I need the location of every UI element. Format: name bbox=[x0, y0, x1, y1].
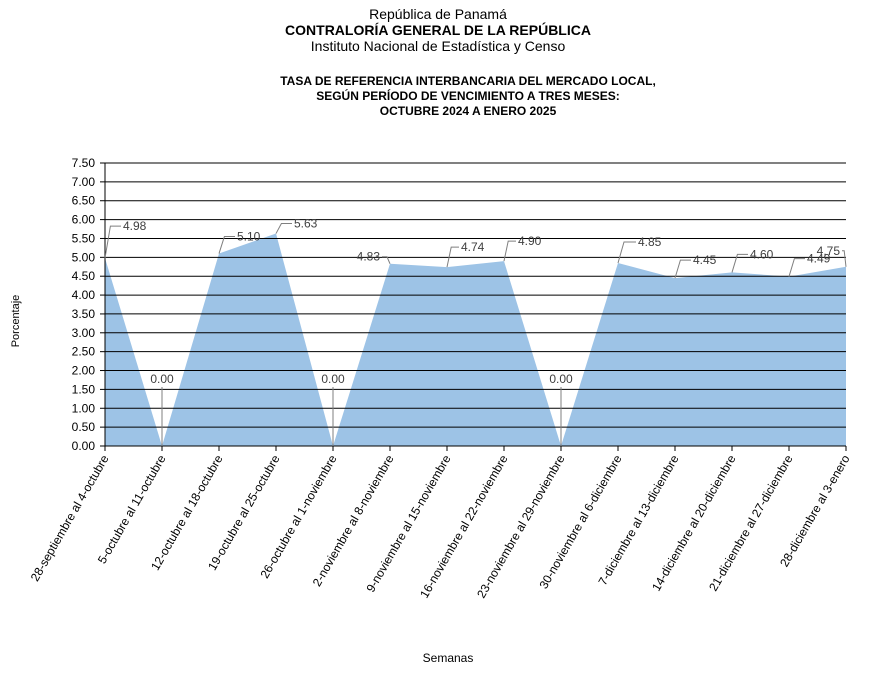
y-tick-label: 2.50 bbox=[72, 345, 96, 359]
y-tick-label: 2.00 bbox=[72, 364, 96, 378]
chart-title-line-1: TASA DE REFERENCIA INTERBANCARIA DEL MER… bbox=[280, 74, 656, 88]
data-label: 5.10 bbox=[237, 230, 261, 244]
data-label-leader bbox=[842, 250, 847, 267]
y-tick-label: 7.50 bbox=[72, 156, 96, 170]
header-institution: CONTRALORÍA GENERAL DE LA REPÚBLICA bbox=[285, 22, 591, 38]
data-label: 4.49 bbox=[807, 252, 831, 266]
data-label: 4.83 bbox=[357, 250, 381, 264]
x-axis-title: Semanas bbox=[422, 651, 474, 665]
y-tick-label: 5.00 bbox=[72, 250, 96, 264]
data-label: 4.45 bbox=[693, 253, 717, 267]
data-label: 0.00 bbox=[549, 372, 573, 386]
data-label: 0.00 bbox=[321, 372, 345, 386]
y-tick-label: 0.00 bbox=[72, 439, 96, 453]
header-institute: Instituto Nacional de Estadística y Cens… bbox=[310, 38, 566, 54]
data-label-leader bbox=[617, 241, 636, 264]
y-axis-title: Porcentaje bbox=[10, 294, 22, 348]
data-label-leader bbox=[218, 236, 235, 254]
header-country: República de Panamá bbox=[369, 6, 507, 22]
x-tick-label: 28-septiembre al 4-octubre bbox=[28, 452, 112, 583]
data-label-leader bbox=[446, 246, 459, 268]
y-tick-label: 4.00 bbox=[72, 288, 96, 302]
data-label: 4.90 bbox=[518, 234, 542, 248]
data-label-leader bbox=[382, 256, 391, 264]
chart-title-line-2: SEGÚN PERÍODO DE VENCIMIENTO A TRES MESE… bbox=[316, 89, 620, 103]
data-label-leader bbox=[731, 253, 748, 273]
y-tick-label: 6.00 bbox=[72, 213, 96, 227]
data-label-leader bbox=[275, 223, 292, 234]
data-label: 0.00 bbox=[150, 372, 174, 386]
chart-title-line-3: OCTUBRE 2024 A ENERO 2025 bbox=[379, 104, 557, 118]
y-tick-label: 3.00 bbox=[72, 326, 96, 340]
data-label: 4.98 bbox=[123, 219, 147, 233]
data-label-leader bbox=[674, 259, 691, 279]
area-series bbox=[105, 233, 846, 446]
data-label: 5.63 bbox=[294, 217, 318, 231]
data-label-leader bbox=[503, 240, 516, 262]
y-tick-label: 0.50 bbox=[72, 420, 96, 434]
y-tick-label: 1.50 bbox=[72, 382, 96, 396]
data-label-leader bbox=[104, 225, 121, 259]
data-label: 4.75 bbox=[817, 244, 841, 258]
y-tick-label: 1.00 bbox=[72, 401, 96, 415]
data-label-leader bbox=[788, 258, 805, 277]
data-label: 4.60 bbox=[750, 247, 774, 261]
data-label: 4.85 bbox=[638, 235, 662, 249]
y-tick-label: 3.50 bbox=[72, 307, 96, 321]
y-tick-label: 6.50 bbox=[72, 194, 96, 208]
data-label: 4.74 bbox=[461, 240, 485, 254]
y-tick-label: 7.00 bbox=[72, 175, 96, 189]
y-tick-label: 5.50 bbox=[72, 231, 96, 245]
y-tick-label: 4.50 bbox=[72, 269, 96, 283]
